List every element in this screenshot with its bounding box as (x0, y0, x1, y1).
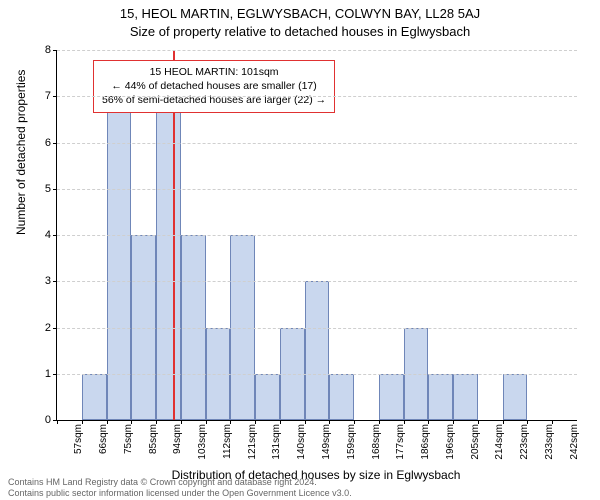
histogram-bar (503, 374, 528, 420)
y-tick-label: 0 (37, 414, 51, 426)
annotation-line: ← 44% of detached houses are smaller (17… (102, 79, 326, 93)
y-tick-mark (53, 143, 57, 144)
x-tick-mark (527, 420, 528, 424)
plot-area: 15 HEOL MARTIN: 101sqm ← 44% of detached… (56, 50, 577, 421)
x-tick-mark (131, 420, 132, 424)
footer-line: Contains public sector information licen… (8, 488, 352, 498)
y-tick-mark (53, 50, 57, 51)
x-tick-mark (230, 420, 231, 424)
y-tick-label: 6 (37, 137, 51, 149)
x-tick-label: 196sqm (445, 424, 456, 460)
x-tick-mark (107, 420, 108, 424)
y-tick-label: 5 (37, 183, 51, 195)
gridline (57, 281, 577, 282)
gridline (57, 143, 577, 144)
chart-supertitle: 15, HEOL MARTIN, EGLWYSBACH, COLWYN BAY,… (0, 6, 600, 21)
annotation-line: 15 HEOL MARTIN: 101sqm (102, 65, 326, 79)
x-tick-mark (428, 420, 429, 424)
gridline (57, 328, 577, 329)
x-tick-label: 121sqm (247, 424, 258, 460)
x-tick-label: 186sqm (420, 424, 431, 460)
x-tick-mark (280, 420, 281, 424)
x-tick-mark (82, 420, 83, 424)
gridline (57, 96, 577, 97)
histogram-bar (255, 374, 280, 420)
histogram-bar (156, 96, 181, 420)
x-tick-label: 112sqm (222, 424, 233, 459)
x-tick-mark (57, 420, 58, 424)
x-tick-mark (181, 420, 182, 424)
x-tick-label: 159sqm (346, 424, 357, 460)
x-tick-label: 75sqm (123, 424, 134, 454)
y-tick-label: 8 (37, 44, 51, 56)
gridline (57, 374, 577, 375)
y-tick-mark (53, 281, 57, 282)
x-tick-label: 242sqm (569, 424, 580, 460)
y-axis-label: Number of detached properties (14, 70, 28, 235)
y-tick-mark (53, 96, 57, 97)
y-tick-label: 4 (37, 229, 51, 241)
footer-line: Contains HM Land Registry data © Crown c… (8, 477, 352, 487)
x-tick-label: 177sqm (395, 424, 406, 460)
x-tick-label: 57sqm (73, 424, 84, 454)
x-tick-label: 131sqm (271, 424, 282, 460)
x-tick-label: 140sqm (296, 424, 307, 460)
y-tick-label: 7 (37, 90, 51, 102)
annotation-box: 15 HEOL MARTIN: 101sqm ← 44% of detached… (93, 60, 335, 113)
histogram-bar (428, 374, 453, 420)
x-tick-label: 103sqm (197, 424, 208, 460)
y-tick-mark (53, 328, 57, 329)
x-tick-label: 149sqm (321, 424, 332, 460)
x-tick-label: 205sqm (470, 424, 481, 460)
x-tick-mark (354, 420, 355, 424)
chart-title: Size of property relative to detached ho… (0, 24, 600, 39)
gridline (57, 189, 577, 190)
histogram-bar (379, 374, 404, 420)
x-tick-mark (552, 420, 553, 424)
footer-attribution: Contains HM Land Registry data © Crown c… (8, 477, 352, 498)
x-tick-label: 214sqm (494, 424, 505, 460)
x-tick-mark (206, 420, 207, 424)
y-tick-mark (53, 374, 57, 375)
y-tick-label: 3 (37, 275, 51, 287)
x-tick-mark (478, 420, 479, 424)
histogram-bar (453, 374, 478, 420)
x-tick-label: 168sqm (371, 424, 382, 460)
x-tick-mark (156, 420, 157, 424)
y-tick-label: 2 (37, 322, 51, 334)
x-tick-label: 233sqm (544, 424, 555, 460)
x-tick-label: 223sqm (519, 424, 530, 460)
x-tick-mark (379, 420, 380, 424)
x-tick-mark (255, 420, 256, 424)
x-tick-mark (503, 420, 504, 424)
x-tick-label: 94sqm (172, 424, 183, 454)
x-tick-label: 85sqm (148, 424, 159, 454)
gridline (57, 235, 577, 236)
histogram-bar (305, 281, 330, 420)
gridline (57, 50, 577, 51)
x-tick-mark (404, 420, 405, 424)
x-tick-mark (453, 420, 454, 424)
x-tick-mark (305, 420, 306, 424)
histogram-bar (107, 96, 132, 420)
x-tick-label: 66sqm (98, 424, 109, 454)
x-tick-mark (329, 420, 330, 424)
histogram-bar (82, 374, 107, 420)
histogram-bar (329, 374, 354, 420)
y-tick-mark (53, 235, 57, 236)
y-tick-mark (53, 189, 57, 190)
y-tick-label: 1 (37, 368, 51, 380)
